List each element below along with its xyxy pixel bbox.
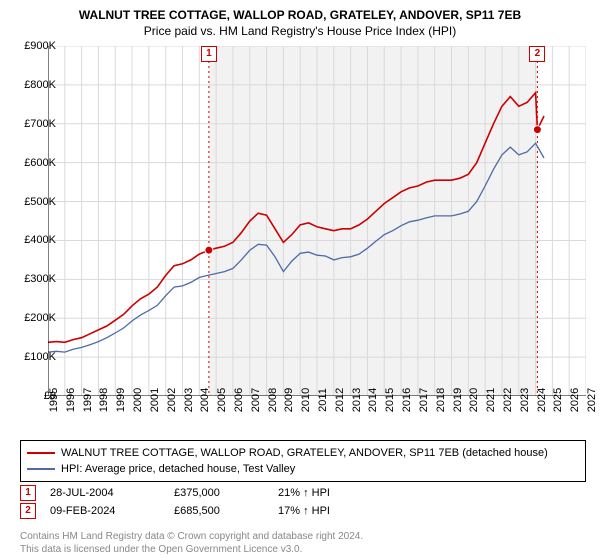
sale-date: 09-FEB-2024: [50, 505, 160, 517]
attribution-footer: Contains HM Land Registry data © Crown c…: [20, 531, 363, 556]
legend-label: WALNUT TREE COTTAGE, WALLOP ROAD, GRATEL…: [61, 447, 548, 459]
x-tick-label: 2015: [384, 388, 396, 412]
x-tick-label: 2000: [132, 388, 144, 412]
sale-delta: 21% ↑ HPI: [278, 487, 388, 499]
sale-marker: 2: [20, 503, 36, 519]
legend-item: HPI: Average price, detached house, Test…: [27, 461, 579, 477]
legend: WALNUT TREE COTTAGE, WALLOP ROAD, GRATEL…: [20, 440, 586, 482]
sale-row: 2 09-FEB-2024 £685,500 17% ↑ HPI: [20, 502, 586, 520]
marker-box: 2: [529, 46, 545, 62]
x-tick-label: 2006: [233, 388, 245, 412]
x-tick-label: 2003: [183, 388, 195, 412]
x-tick-label: 2020: [468, 388, 480, 412]
x-tick-label: 1999: [115, 388, 127, 412]
x-tick-label: 2011: [317, 388, 329, 412]
x-tick-label: 2014: [367, 388, 379, 412]
sale-marker: 1: [20, 485, 36, 501]
y-tick-label: £500K: [24, 196, 56, 208]
chart-subtitle: Price paid vs. HM Land Registry's House …: [0, 22, 600, 38]
x-tick-label: 2023: [519, 388, 531, 412]
y-tick-label: £400K: [24, 234, 56, 246]
x-tick-label: 2016: [401, 388, 413, 412]
y-tick-label: £800K: [24, 79, 56, 91]
legend-item: WALNUT TREE COTTAGE, WALLOP ROAD, GRATEL…: [27, 445, 579, 461]
x-tick-label: 2017: [418, 388, 430, 412]
x-tick-label: 1996: [65, 388, 77, 412]
footer-line-2: This data is licensed under the Open Gov…: [20, 544, 363, 557]
footer-line-1: Contains HM Land Registry data © Crown c…: [20, 531, 363, 544]
sale-date: 28-JUL-2004: [50, 487, 160, 499]
plot-svg: [48, 46, 586, 396]
sale-price: £685,500: [174, 505, 264, 517]
legend-label: HPI: Average price, detached house, Test…: [61, 463, 295, 475]
sales-table: 1 28-JUL-2004 £375,000 21% ↑ HPI 2 09-FEB-202…: [20, 484, 586, 520]
y-tick-label: £100K: [24, 351, 56, 363]
y-tick-label: £300K: [24, 273, 56, 285]
sale-price: £375,000: [174, 487, 264, 499]
sale-row: 1 28-JUL-2004 £375,000 21% ↑ HPI: [20, 484, 586, 502]
sale-delta: 17% ↑ HPI: [278, 505, 388, 517]
chart-title: WALNUT TREE COTTAGE, WALLOP ROAD, GRATEL…: [0, 0, 600, 22]
x-tick-label: 2009: [283, 388, 295, 412]
marker-box: 1: [201, 46, 217, 62]
x-tick-label: 2004: [199, 388, 211, 412]
y-tick-label: £700K: [24, 118, 56, 130]
chart-area: [48, 46, 586, 396]
x-tick-label: 2010: [300, 388, 312, 412]
x-tick-label: 2025: [552, 388, 564, 412]
x-tick-label: 2013: [351, 388, 363, 412]
legend-swatch: [27, 452, 55, 454]
x-tick-label: 2005: [216, 388, 228, 412]
x-tick-label: 1998: [98, 388, 110, 412]
x-tick-label: 2007: [250, 388, 262, 412]
y-tick-label: £600K: [24, 157, 56, 169]
x-tick-label: 2027: [586, 388, 598, 412]
legend-swatch: [27, 468, 55, 470]
y-tick-label: £900K: [24, 40, 56, 52]
y-tick-label: £200K: [24, 312, 56, 324]
x-tick-label: 2021: [485, 388, 497, 412]
x-tick-label: 2001: [149, 388, 161, 412]
x-tick-label: 2026: [569, 388, 581, 412]
x-tick-label: 2008: [267, 388, 279, 412]
x-tick-label: 2022: [502, 388, 514, 412]
x-tick-label: 2019: [452, 388, 464, 412]
x-tick-label: 2012: [334, 388, 346, 412]
x-tick-label: 2018: [435, 388, 447, 412]
x-tick-label: 1995: [48, 388, 60, 412]
x-tick-label: 2002: [166, 388, 178, 412]
x-tick-label: 2024: [536, 388, 548, 412]
x-tick-label: 1997: [82, 388, 94, 412]
chart-container: WALNUT TREE COTTAGE, WALLOP ROAD, GRATEL…: [0, 0, 600, 560]
